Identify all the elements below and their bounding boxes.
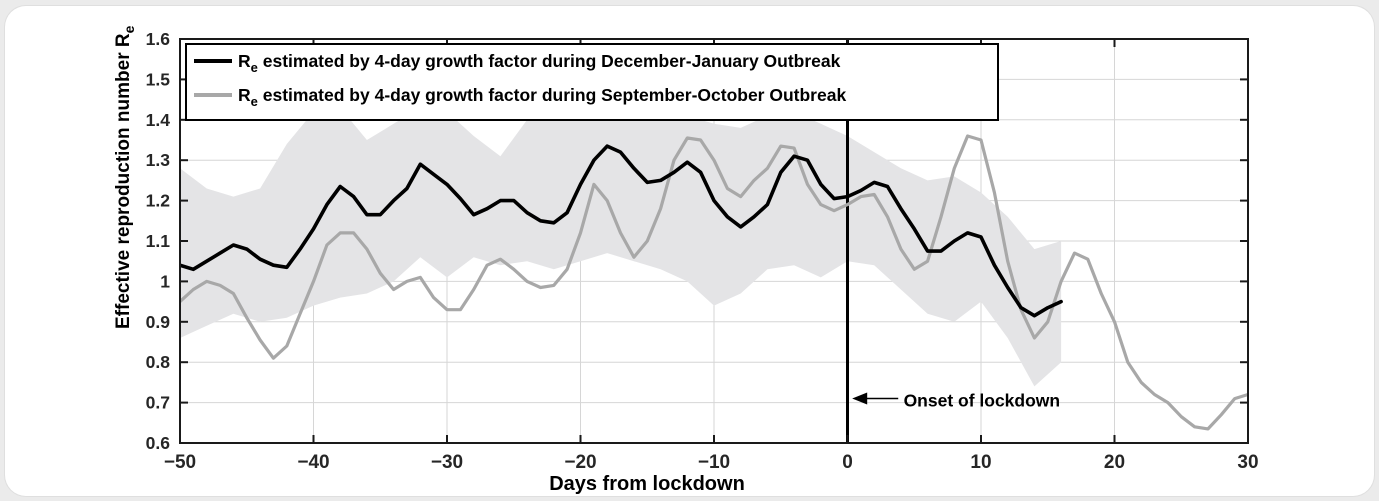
y-tick-label: 1.2 bbox=[146, 191, 171, 211]
x-tick-label: −20 bbox=[564, 452, 596, 473]
x-tick-label: 0 bbox=[842, 452, 853, 473]
y-tick-label: 0.9 bbox=[146, 312, 171, 332]
x-axis-label: Days from lockdown bbox=[549, 473, 745, 495]
x-tick-labels: −50 −40 −30 −20 −10 0 10 20 30 bbox=[164, 452, 1259, 473]
legend-box bbox=[185, 43, 999, 121]
y-tick-label: 1.3 bbox=[146, 150, 171, 170]
x-tick-label: −30 bbox=[431, 452, 463, 473]
x-tick-label: −40 bbox=[297, 452, 329, 473]
legend-entry-label: Re estimated by 4-day growth factor duri… bbox=[238, 85, 846, 109]
y-axis-label: Effective reproduction number Re bbox=[113, 25, 137, 329]
annotation-arrowhead-icon bbox=[852, 392, 868, 405]
x-tick-label: 20 bbox=[1104, 452, 1125, 473]
y-tick-label: 1 bbox=[160, 271, 170, 291]
y-tick-label: 1.1 bbox=[146, 231, 171, 251]
lockdown-annotation: Onset of lockdown bbox=[852, 391, 1060, 411]
x-tick-label: −10 bbox=[698, 452, 730, 473]
x-tick-label: 10 bbox=[970, 452, 991, 473]
confidence-band bbox=[180, 107, 1062, 387]
y-tick-label: 1.4 bbox=[146, 110, 171, 130]
y-tick-labels: 0.6 0.7 0.8 0.9 1 1.1 1.2 1.3 1.4 1.5 1.6 bbox=[146, 29, 171, 453]
legend: Re estimated by 4-day growth factor duri… bbox=[185, 43, 999, 121]
legend-entry-label: Re estimated by 4-day growth factor duri… bbox=[238, 51, 841, 75]
y-tick-label: 0.6 bbox=[146, 433, 171, 453]
y-tick-label: 1.6 bbox=[146, 29, 171, 49]
series-september-october-line bbox=[180, 134, 1248, 431]
y-tick-label: 0.8 bbox=[146, 352, 171, 372]
annotation-text: Onset of lockdown bbox=[904, 391, 1061, 411]
y-tick-label: 1.5 bbox=[146, 69, 171, 89]
series-december-january-line bbox=[180, 144, 1063, 318]
x-tick-label: −50 bbox=[164, 452, 196, 473]
y-tick-label: 0.7 bbox=[146, 393, 170, 413]
x-tick-label: 30 bbox=[1237, 452, 1258, 473]
